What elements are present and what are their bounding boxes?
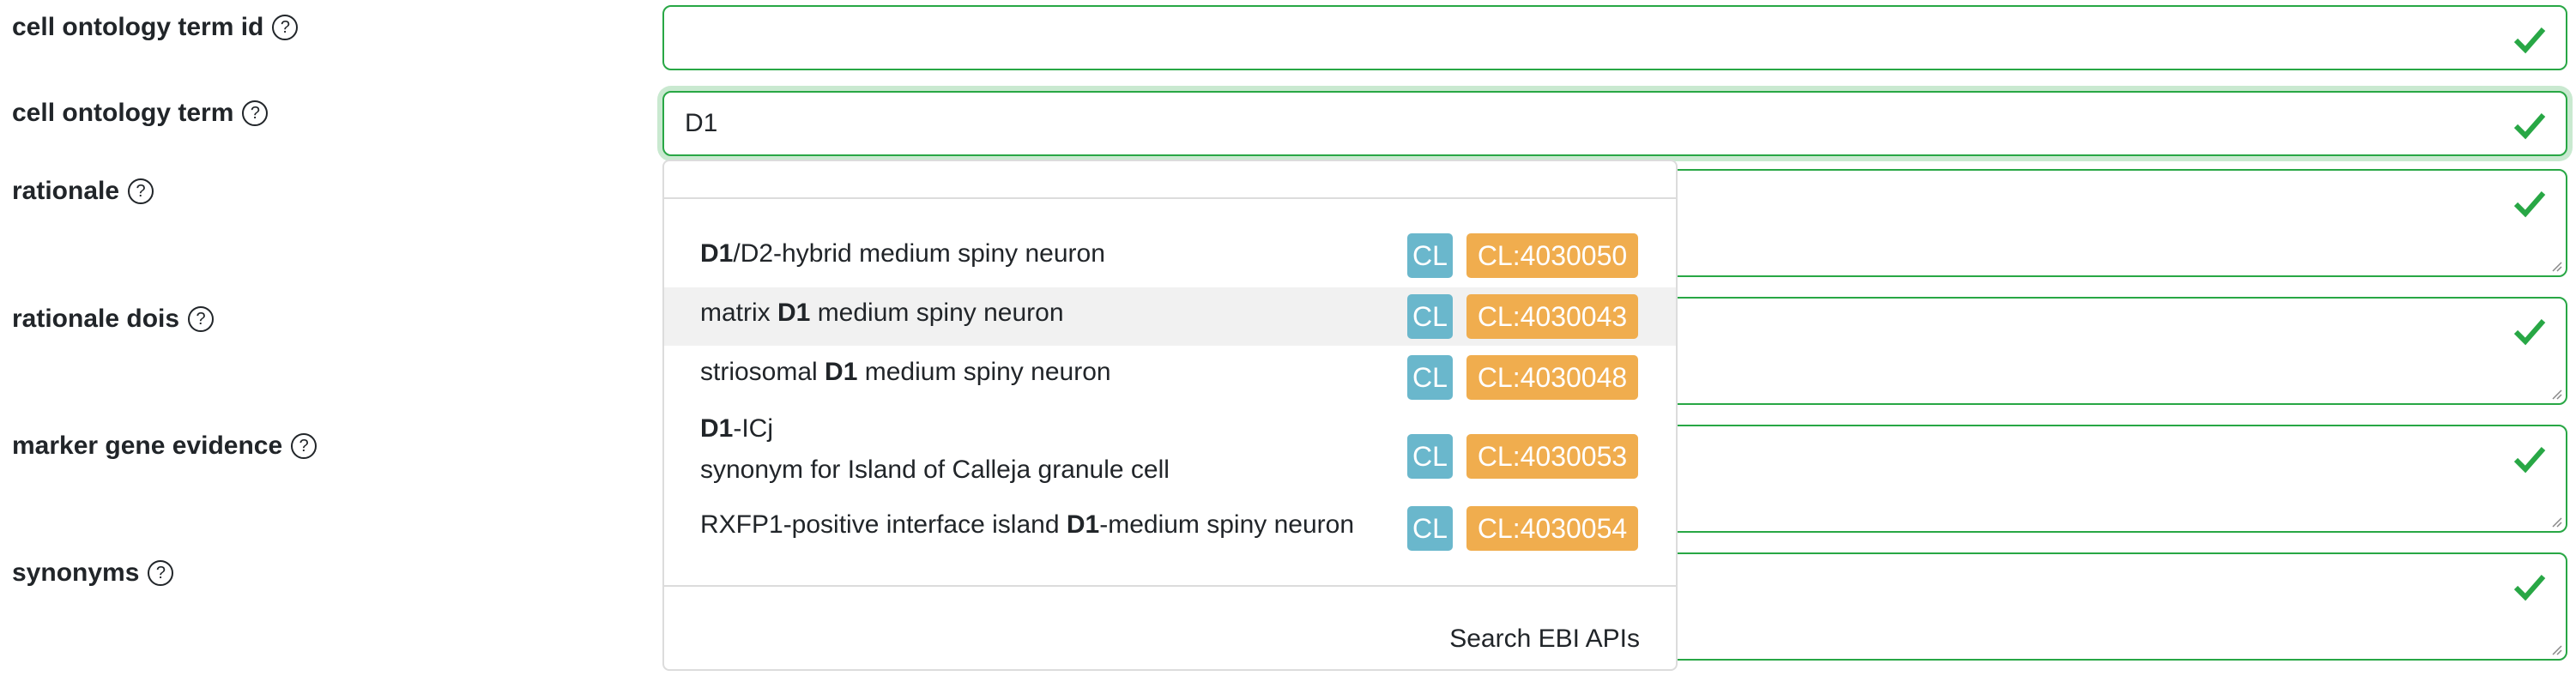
valid-check-icon [2513,314,2547,348]
suggestion-label: striosomal D1 medium spiny neuron [700,358,1111,386]
term-id-badge: CL:4030050 [1466,233,1638,278]
valid-check-icon [2513,570,2547,604]
dropdown-divider [664,585,1676,587]
suggestion-item[interactable]: striosomal D1 medium spiny neuron CL CL:… [664,348,1676,405]
field-label-rationale: rationale ? [12,172,154,210]
suggestion-match: D1 [777,299,811,327]
suggestion-item[interactable]: D1-ICj synonym for Island of Calleja gra… [664,410,1676,499]
ontology-badge: CL [1407,434,1453,479]
ontology-badge: CL [1407,294,1453,339]
valid-check-icon [2513,442,2547,476]
field-label-cell-ontology-term-id: cell ontology term id ? [12,9,299,46]
resize-handle-icon[interactable] [2549,386,2562,400]
input-value: D1 [685,109,718,137]
help-icon[interactable]: ? [148,560,174,586]
suggestion-match: D1 [825,358,858,386]
field-label-text: cell ontology term [12,99,234,127]
valid-check-icon [2513,186,2547,220]
term-id-badge: CL:4030043 [1466,294,1638,339]
help-icon[interactable]: ? [272,15,299,40]
field-label-text: marker gene evidence [12,432,283,460]
suggestion-label: D1-ICj [700,414,774,443]
resize-handle-icon[interactable] [2549,258,2562,272]
suggestion-synonym: synonym for Island of Calleja granule ce… [700,456,1170,484]
suggestion-item[interactable]: matrix D1 medium spiny neuron CL CL:4030… [664,287,1676,346]
help-icon[interactable]: ? [291,433,317,459]
valid-check-icon [2513,108,2547,142]
help-icon[interactable]: ? [128,178,154,204]
cell-ontology-term-id-input[interactable] [662,5,2567,70]
suggestion-label: RXFP1-positive interface island D1-mediu… [700,510,1355,539]
autocomplete-dropdown: D1/D2-hybrid medium spiny neuron CL CL:4… [662,160,1678,671]
suggestion-label: matrix D1 medium spiny neuron [700,299,1064,327]
help-icon[interactable]: ? [242,100,269,126]
ontology-badge: CL [1407,355,1453,400]
cell-ontology-term-input[interactable]: D1 [662,91,2567,156]
field-label-text: rationale dois [12,305,180,333]
suggestion-match: D1 [700,414,734,443]
field-label-text: synonyms [12,558,140,587]
valid-check-icon [2513,22,2547,57]
suggestion-label: D1/D2-hybrid medium spiny neuron [700,239,1105,268]
dropdown-divider [664,197,1676,199]
suggestion-item[interactable]: D1/D2-hybrid medium spiny neuron CL CL:4… [664,230,1676,281]
search-ebi-apis-link[interactable]: Search EBI APIs [1449,625,1640,653]
suggestion-match: D1 [700,239,734,268]
field-label-cell-ontology-term: cell ontology term ? [12,94,269,132]
suggestion-item[interactable]: RXFP1-positive interface island D1-mediu… [664,503,1676,556]
suggestion-match: D1 [1066,510,1100,539]
ontology-badge: CL [1407,233,1453,278]
ontology-badge: CL [1407,506,1453,551]
help-icon[interactable]: ? [188,306,215,332]
field-label-marker-gene-evidence: marker gene evidence ? [12,427,317,465]
term-id-badge: CL:4030053 [1466,434,1638,479]
field-label-text: rationale [12,177,120,205]
field-label-text: cell ontology term id [12,13,264,41]
term-id-badge: CL:4030054 [1466,506,1638,551]
resize-handle-icon[interactable] [2549,642,2562,655]
resize-handle-icon[interactable] [2549,514,2562,528]
field-label-synonyms: synonyms ? [12,554,174,592]
term-id-badge: CL:4030048 [1466,355,1638,400]
field-label-rationale-dois: rationale dois ? [12,300,215,338]
